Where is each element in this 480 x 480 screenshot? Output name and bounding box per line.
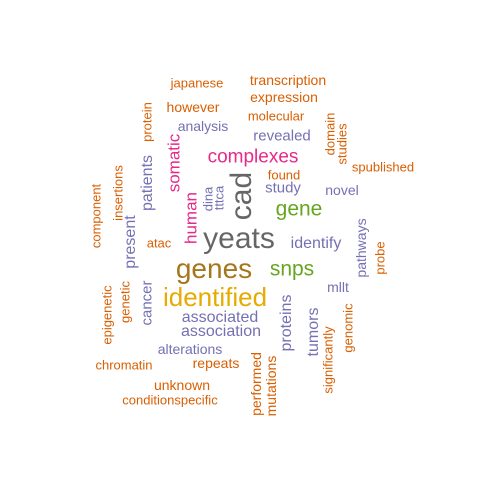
word-japanese: japanese bbox=[170, 75, 224, 91]
word-yeats: yeats bbox=[203, 222, 275, 255]
word-revealed: revealed bbox=[253, 127, 311, 145]
word-insertions: insertions bbox=[110, 165, 126, 221]
word-protein: protein bbox=[139, 102, 155, 142]
word-molecular: molecular bbox=[247, 108, 305, 124]
word-association: association bbox=[180, 323, 262, 340]
word-repeats: repeats bbox=[192, 355, 240, 371]
word-identify: identify bbox=[290, 235, 342, 252]
word-component: component bbox=[88, 183, 104, 249]
word-transcription: transcription bbox=[249, 72, 327, 88]
word-epigenetic: epigenetic bbox=[99, 285, 115, 345]
word-found: found bbox=[267, 167, 301, 183]
word-pathways: pathways bbox=[353, 218, 369, 278]
word-snps: snps bbox=[269, 257, 315, 281]
word-however: however bbox=[166, 99, 220, 115]
word-proteins: proteins bbox=[278, 294, 295, 352]
word-chromatin: chromatin bbox=[95, 357, 153, 373]
word-mllt: mllt bbox=[327, 279, 349, 295]
word-unknown: unknown bbox=[153, 377, 211, 393]
word-gene: gene bbox=[275, 197, 323, 221]
word-genomic: genomic bbox=[340, 303, 356, 353]
word-spublished: spublished bbox=[351, 159, 415, 175]
word-patients: patients bbox=[139, 154, 156, 212]
word-probe: probe bbox=[372, 241, 388, 275]
word-cad: cad bbox=[225, 171, 258, 221]
word-tttca: tttca bbox=[211, 185, 227, 211]
word-studies: studies bbox=[334, 123, 350, 165]
word-genes: genes bbox=[175, 253, 253, 284]
word-conditionspecific: conditionspecific bbox=[122, 392, 218, 408]
word-expression: expression bbox=[250, 89, 318, 105]
word-analysis: analysis bbox=[177, 118, 229, 134]
word-atac: atac bbox=[146, 235, 172, 251]
word-somatic: somatic bbox=[164, 133, 184, 193]
word-human: human bbox=[181, 192, 201, 244]
word-genetic: genetic bbox=[117, 281, 133, 323]
word-cancer: cancer bbox=[138, 280, 156, 326]
word-complexes: complexes bbox=[207, 146, 299, 168]
word-novel: novel bbox=[325, 182, 359, 198]
word-identified: identified bbox=[162, 282, 268, 312]
word-study: study bbox=[265, 179, 301, 197]
word-performed: performed bbox=[248, 352, 264, 416]
word-associated: associated bbox=[181, 309, 259, 326]
word-significantly: significantly bbox=[320, 326, 336, 394]
word-alterations: alterations bbox=[157, 341, 223, 357]
word-mutations: mutations bbox=[263, 355, 279, 417]
word-present: present bbox=[122, 215, 139, 269]
